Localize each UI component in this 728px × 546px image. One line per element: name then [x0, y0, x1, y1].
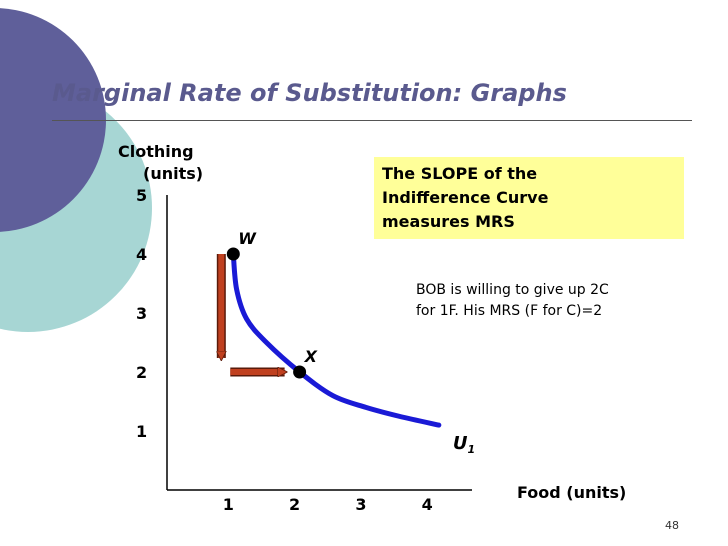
curve-label-subscript: 1: [467, 443, 475, 456]
callout-line: The SLOPE of the: [382, 164, 538, 183]
x-tick-label: 3: [355, 495, 366, 514]
x-axis-label: Food (units): [517, 483, 627, 502]
point-w-label: W: [238, 229, 257, 248]
point-w-dot: [226, 247, 240, 261]
y-axis-label: Clothing (units): [118, 141, 203, 185]
slope-callout-box: The SLOPE of the Indifference Curve meas…: [374, 157, 684, 239]
slide-title: Marginal Rate of Substitution: Graphs: [52, 79, 567, 107]
curve-label-main: U: [453, 433, 468, 454]
y-tick-label: 1: [136, 422, 147, 441]
curve-label-u1: U1: [453, 433, 475, 456]
y-tick-label: 4: [136, 245, 147, 264]
title-divider: [52, 120, 692, 121]
y-tick-label: 5: [136, 186, 147, 205]
x-tick-label: 4: [422, 495, 433, 514]
y-axis-label-line2: (units): [143, 164, 204, 183]
point-x-label: X: [304, 347, 318, 366]
x-tick-label: 2: [289, 495, 300, 514]
callout-line: Indifference Curve: [382, 188, 549, 207]
x-tick-label: 1: [223, 495, 234, 514]
callout-line: measures MRS: [382, 212, 515, 231]
point-x-dot: [293, 365, 307, 379]
indifference-curve-u1: [230, 251, 442, 428]
page-number: 48: [665, 519, 679, 532]
note-line: BOB is willing to give up 2C: [416, 282, 609, 298]
y-axis-label-line1: Clothing: [118, 142, 194, 161]
y-tick-label: 3: [136, 304, 147, 323]
bob-mrs-note: BOB is willing to give up 2C for 1F. His…: [416, 280, 686, 322]
note-line: for 1F. His MRS (F for C)=2: [416, 303, 603, 319]
y-tick-label: 2: [136, 363, 147, 382]
